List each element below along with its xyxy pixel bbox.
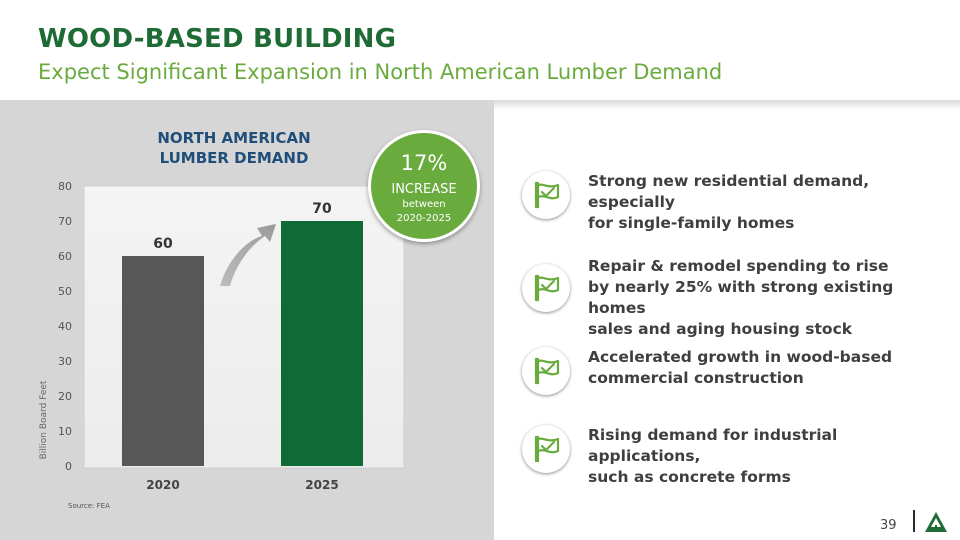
badge-between: between xyxy=(402,199,446,210)
y-tick-label: 80 xyxy=(58,180,72,193)
bullet-line: commercial construction xyxy=(588,369,804,387)
page-subtitle: Expect Significant Expansion in North Am… xyxy=(38,60,723,84)
bullet-text: Rising demand for industrial application… xyxy=(588,425,948,488)
triangle-tree-logo-icon xyxy=(925,512,947,532)
flag-checkmark-icon xyxy=(522,425,570,473)
bullet-line: Rising demand for industrial application… xyxy=(588,426,838,465)
bullet-line: Repair & remodel spending to rise xyxy=(588,257,889,275)
y-tick-label: 40 xyxy=(58,320,72,333)
bullets-panel xyxy=(494,110,960,540)
y-tick-label: 20 xyxy=(58,390,72,403)
footer-divider xyxy=(913,510,915,532)
y-tick-label: 30 xyxy=(58,355,72,368)
bar-2025 xyxy=(281,221,363,466)
bullet-line: by nearly 25% with strong existing homes xyxy=(588,278,894,317)
flag-checkmark-icon xyxy=(522,347,570,395)
bullet-line: Accelerated growth in wood-based xyxy=(588,348,893,366)
badge-percent: 17% xyxy=(400,151,448,175)
badge-label: INCREASE xyxy=(391,182,457,197)
chart-title-line-1: NORTH AMERICAN xyxy=(157,129,311,147)
bullet-line: such as concrete forms xyxy=(588,468,791,486)
lumber-demand-bar-chart: 0 10 20 30 40 50 60 70 80 60 2020 70 2025 Billion Bo… xyxy=(39,180,405,492)
data-label: 60 xyxy=(153,236,173,252)
bullet-text: Strong new residential demand, especiall… xyxy=(588,171,948,234)
growth-arrow-icon xyxy=(220,224,276,286)
bullet-line: sales and aging housing stock xyxy=(588,320,853,338)
bullet-text: Repair & remodel spending to rise by nea… xyxy=(588,256,948,340)
badge-range: 2020-2025 xyxy=(396,213,452,224)
y-tick-label: 10 xyxy=(58,425,72,438)
flag-checkmark-icon xyxy=(522,171,570,219)
y-tick-label: 60 xyxy=(58,250,72,263)
panel-shadow xyxy=(494,100,960,110)
x-tick-label: 2025 xyxy=(305,478,338,492)
slide-header: WOOD-BASED BUILDING Expect Significant E… xyxy=(0,0,960,100)
page-number: 39 xyxy=(880,518,897,533)
bar-2020 xyxy=(122,256,204,466)
y-tick-label: 0 xyxy=(65,460,72,473)
y-axis-label: Billion Board Feet xyxy=(39,380,49,459)
bullet-line: for single-family homes xyxy=(588,214,795,232)
increase-badge: 17% INCREASE between 2020-2025 xyxy=(368,130,480,242)
bullet-text: Accelerated growth in wood-based commerc… xyxy=(588,347,948,389)
bullet-line: Strong new residential demand, especiall… xyxy=(588,172,870,211)
y-tick-label: 70 xyxy=(58,215,72,228)
chart-title-line-2: LUMBER DEMAND xyxy=(159,149,309,167)
data-label: 70 xyxy=(312,201,332,217)
flag-checkmark-icon xyxy=(522,264,570,312)
chart-title: NORTH AMERICAN LUMBER DEMAND xyxy=(124,128,344,168)
source-note: Source: FEA xyxy=(68,502,110,510)
y-tick-label: 50 xyxy=(58,285,72,298)
x-tick-label: 2020 xyxy=(146,478,179,492)
page-title: WOOD-BASED BUILDING xyxy=(38,24,397,54)
